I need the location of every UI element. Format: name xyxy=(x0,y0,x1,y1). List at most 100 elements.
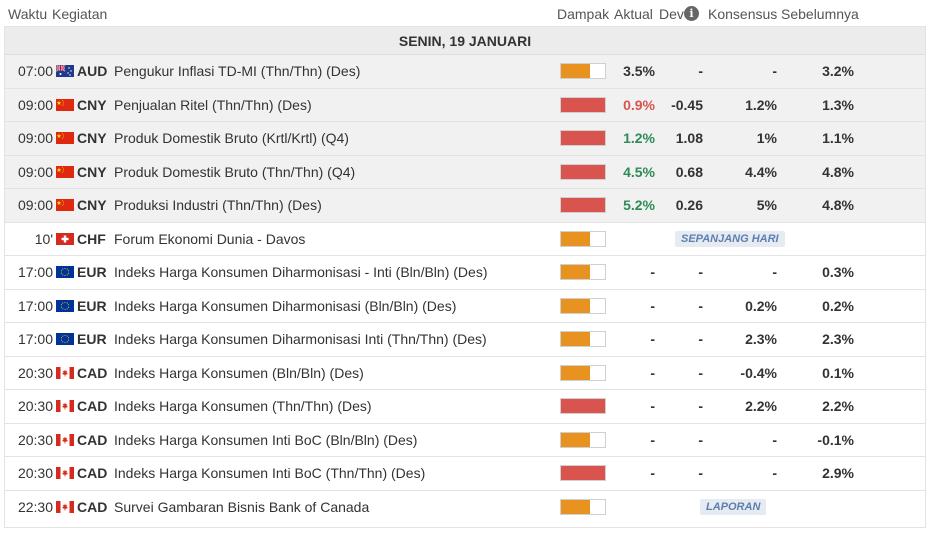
header-previous[interactable]: Sebelumnya xyxy=(781,6,859,22)
actual-value: - xyxy=(609,298,655,314)
impact-indicator xyxy=(560,365,606,381)
info-icon[interactable]: i xyxy=(684,6,699,21)
event-time: 09:00 xyxy=(9,197,53,213)
previous-value: 0.2% xyxy=(780,298,854,314)
table-row[interactable]: 17:00 EUR Indeks Harga Konsumen Diharmonis… xyxy=(5,256,925,290)
event-rows: 07:00 AUD Pengukur Inflasi TD-MI (Thn/Thn)… xyxy=(5,55,925,524)
currency-code: EUR xyxy=(77,264,107,280)
event-name-link[interactable]: Produk Domestik Bruto (Krtl/Krtl) (Q4) xyxy=(114,130,349,146)
table-row[interactable]: 20:30 CAD Indeks Harga Konsumen Inti BoC (… xyxy=(5,457,925,491)
header-event[interactable]: Kegiatan xyxy=(52,6,107,22)
deviation-value: 0.68 xyxy=(657,164,703,180)
impact-indicator xyxy=(560,264,606,280)
impact-fill xyxy=(561,332,590,346)
table-row[interactable]: 10' CHF Forum Ekonomi Dunia - Davos SEPANJA… xyxy=(5,223,925,257)
table-row[interactable]: 17:00 EUR Indeks Harga Konsumen Diharmonis… xyxy=(5,290,925,324)
table-row[interactable]: 22:30 CAD Survei Gambaran Bisnis Bank of C… xyxy=(5,491,925,525)
event-name-link[interactable]: Produksi Industri (Thn/Thn) (Des) xyxy=(114,197,322,213)
header-actual[interactable]: Aktual xyxy=(614,6,653,22)
event-name-link[interactable]: Indeks Harga Konsumen Inti BoC (Bln/Bln)… xyxy=(114,432,417,448)
event-time: 10' xyxy=(9,231,53,247)
event-time: 20:30 xyxy=(9,465,53,481)
table-row[interactable]: 09:00 CNY Produk Domestik Bruto (Krtl/Krtl… xyxy=(5,122,925,156)
actual-value: 1.2% xyxy=(609,130,655,146)
previous-value: 0.3% xyxy=(780,264,854,280)
actual-value: 0.9% xyxy=(609,97,655,113)
impact-fill xyxy=(561,165,605,179)
impact-indicator xyxy=(560,432,606,448)
currency-code: CNY xyxy=(77,97,107,113)
currency-code: CAD xyxy=(77,499,107,515)
header-dev[interactable]: Dev xyxy=(659,6,684,22)
previous-value: 1.3% xyxy=(780,97,854,113)
ca-flag-icon xyxy=(56,367,74,379)
previous-value: 3.2% xyxy=(780,63,854,79)
actual-value: - xyxy=(609,398,655,414)
eu-flag-icon xyxy=(56,266,74,278)
eu-flag-icon xyxy=(56,333,74,345)
deviation-value: - xyxy=(657,63,703,79)
impact-indicator xyxy=(560,164,606,180)
consensus-value: - xyxy=(705,465,777,481)
header-consensus[interactable]: Konsensus xyxy=(708,6,777,22)
table-row[interactable]: 09:00 CNY Produksi Industri (Thn/Thn) (Des… xyxy=(5,189,925,223)
impact-fill xyxy=(561,299,590,313)
event-time: 20:30 xyxy=(9,365,53,381)
event-time: 17:00 xyxy=(9,298,53,314)
cn-flag-icon xyxy=(56,132,74,144)
table-row[interactable]: 07:00 AUD Pengukur Inflasi TD-MI (Thn/Thn)… xyxy=(5,55,925,89)
deviation-value: 1.08 xyxy=(657,130,703,146)
currency-code: CNY xyxy=(77,130,107,146)
event-name-link[interactable]: Indeks Harga Konsumen Diharmonisasi (Bln… xyxy=(114,298,456,314)
consensus-value: - xyxy=(705,432,777,448)
table-row[interactable]: 20:30 CAD Indeks Harga Konsumen (Thn/Thn) … xyxy=(5,390,925,424)
currency-code: EUR xyxy=(77,298,107,314)
table-row[interactable]: 09:00 CNY Penjualan Ritel (Thn/Thn) (Des) 0… xyxy=(5,89,925,123)
event-name-link[interactable]: Survei Gambaran Bisnis Bank of Canada xyxy=(114,499,369,515)
impact-indicator xyxy=(560,465,606,481)
event-name-link[interactable]: Indeks Harga Konsumen (Thn/Thn) (Des) xyxy=(114,398,372,414)
table-row[interactable]: 20:30 CAD Indeks Harga Konsumen Inti BoC (… xyxy=(5,424,925,458)
ca-flag-icon xyxy=(56,400,74,412)
currency-code: AUD xyxy=(77,63,107,79)
impact-fill xyxy=(561,98,605,112)
currency-code: CNY xyxy=(77,197,107,213)
event-name-link[interactable]: Forum Ekonomi Dunia - Davos xyxy=(114,231,305,247)
actual-value: - xyxy=(609,365,655,381)
impact-fill xyxy=(561,265,590,279)
deviation-value: - xyxy=(657,398,703,414)
impact-fill xyxy=(561,198,605,212)
header-impact[interactable]: Dampak xyxy=(557,6,609,22)
impact-fill xyxy=(561,399,605,413)
table-row[interactable]: 20:30 CAD Indeks Harga Konsumen (Bln/Bln) … xyxy=(5,357,925,391)
actual-value: - xyxy=(609,331,655,347)
consensus-value: 5% xyxy=(705,197,777,213)
impact-fill xyxy=(561,232,590,246)
deviation-value: - xyxy=(657,432,703,448)
event-time: 20:30 xyxy=(9,432,53,448)
impact-fill xyxy=(561,131,605,145)
impact-indicator xyxy=(560,231,606,247)
event-time: 17:00 xyxy=(9,331,53,347)
event-name-link[interactable]: Produk Domestik Bruto (Thn/Thn) (Q4) xyxy=(114,164,355,180)
table-row[interactable]: 09:00 CNY Produk Domestik Bruto (Thn/Thn) … xyxy=(5,156,925,190)
event-name-link[interactable]: Indeks Harga Konsumen (Bln/Bln) (Des) xyxy=(114,365,364,381)
event-name-link[interactable]: Indeks Harga Konsumen Inti BoC (Thn/Thn)… xyxy=(114,465,425,481)
previous-value: 4.8% xyxy=(780,164,854,180)
currency-code: EUR xyxy=(77,331,107,347)
impact-fill xyxy=(561,366,590,380)
au-flag-icon xyxy=(56,65,74,77)
header-time[interactable]: Waktu xyxy=(8,6,47,22)
event-name-link[interactable]: Indeks Harga Konsumen Diharmonisasi Inti… xyxy=(114,331,487,347)
event-name-link[interactable]: Pengukur Inflasi TD-MI (Thn/Thn) (Des) xyxy=(114,63,360,79)
previous-value: 4.8% xyxy=(780,197,854,213)
impact-indicator xyxy=(560,298,606,314)
event-name-link[interactable]: Indeks Harga Konsumen Diharmonisasi - In… xyxy=(114,264,487,280)
actual-value: - xyxy=(609,465,655,481)
consensus-value: 2.3% xyxy=(705,331,777,347)
event-name-link[interactable]: Penjualan Ritel (Thn/Thn) (Des) xyxy=(114,97,312,113)
consensus-value: -0.4% xyxy=(705,365,777,381)
consensus-value: 0.2% xyxy=(705,298,777,314)
table-row[interactable]: 17:00 EUR Indeks Harga Konsumen Diharmonis… xyxy=(5,323,925,357)
currency-code: CAD xyxy=(77,465,107,481)
